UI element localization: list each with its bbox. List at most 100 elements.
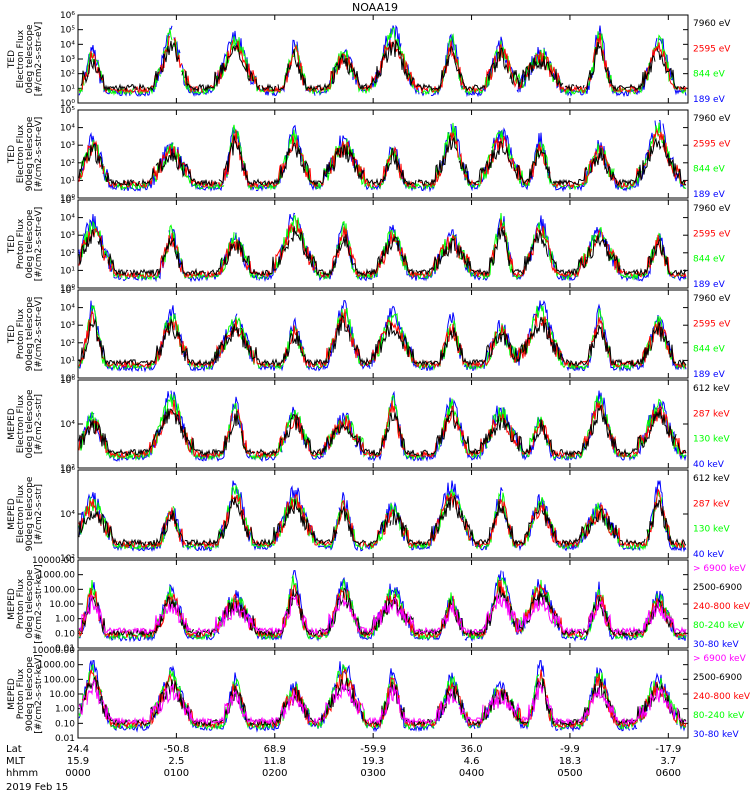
y-tick-label: 10⁵ — [60, 106, 75, 116]
y-axis-label: 90deg telescope — [25, 116, 35, 191]
legend-entry: 2500-6900 — [693, 583, 742, 593]
legend-entry: 189 eV — [693, 190, 726, 200]
y-tick-label: 10⁶ — [60, 11, 75, 21]
y-tick-label: 10.00 — [49, 600, 75, 610]
y-tick-label: 10¹ — [60, 176, 75, 186]
y-axis-label: [#/cm2-s-str] — [34, 484, 44, 544]
legend-entry: 189 eV — [693, 370, 726, 380]
y-axis-label: Proton Flux — [16, 668, 26, 719]
y-tick-label: 10⁵ — [60, 196, 75, 206]
y-axis-label: [#/cm2-s-str-eV] — [34, 207, 44, 282]
series-line — [78, 494, 687, 548]
series-line — [78, 135, 687, 187]
ephemeris-value: -59.9 — [360, 744, 386, 755]
legend-entry: 2595 eV — [693, 319, 731, 329]
legend-entry: 612 keV — [693, 474, 730, 484]
y-axis-label: [#/cm2-s-str-eV] — [34, 117, 44, 192]
ephemeris-value: -50.8 — [163, 744, 189, 755]
ephemeris-value: 0300 — [360, 768, 385, 779]
ephemeris-row-label: hhmm — [6, 768, 38, 779]
panel-2: 10⁰ 10¹ 10² 10³ 10⁴ 10⁵ TED Electron Flux 90deg … — [7, 106, 731, 204]
y-axis-label: 0deg telescope — [25, 24, 35, 94]
legend-entry: 130 keV — [693, 525, 730, 535]
series-line — [78, 226, 687, 278]
y-axis-label: TED — [7, 235, 17, 254]
y-tick-label: 10⁰ — [60, 194, 75, 204]
y-tick-label: 1000.00 — [38, 571, 75, 581]
y-axis-label: Electron Flux — [16, 124, 26, 183]
y-tick-label: 10³ — [60, 231, 75, 241]
legend-entry: 844 eV — [693, 165, 726, 175]
y-tick-label: 10³ — [60, 55, 75, 65]
y-tick-label: 1.00 — [55, 705, 75, 715]
y-tick-label: 10⁴ — [60, 510, 75, 520]
legend-entry: 844 eV — [693, 70, 726, 80]
y-axis-label: TED — [7, 325, 17, 344]
y-axis-label: MEPED — [7, 678, 17, 710]
y-axis-label: [#/cm2-s-str-eV] — [34, 22, 44, 97]
y-axis-label: Electron Flux — [16, 29, 26, 88]
y-tick-label: 10000.00 — [32, 556, 75, 566]
y-axis-label: TED — [7, 50, 17, 69]
y-tick-label: 10000.00 — [32, 646, 75, 656]
y-tick-label: 10⁰ — [60, 99, 75, 109]
legend-entry: 7960 eV — [693, 294, 731, 304]
y-tick-label: 100.00 — [44, 585, 76, 595]
legend-entry: 612 keV — [693, 384, 730, 394]
y-axis-label: 0deg telescope — [25, 389, 35, 459]
y-tick-label: 10² — [60, 339, 75, 349]
panel-5: 10² 10⁴ 10⁶ MEPED Electron Flux 0deg telescop… — [7, 376, 730, 474]
legend-entry: > 6900 keV — [693, 654, 747, 664]
panel-frame — [77, 289, 689, 379]
ephemeris-value: 18.3 — [559, 756, 581, 767]
ephemeris-value: 2.5 — [168, 756, 184, 767]
legend-entry: 7960 eV — [693, 114, 731, 124]
y-tick-label: 1000.00 — [38, 661, 75, 671]
ephemeris-value: 68.9 — [264, 744, 286, 755]
y-tick-label: 10² — [60, 159, 75, 169]
trace-group — [78, 390, 687, 463]
legend-entry: 240-800 keV — [693, 692, 750, 702]
y-tick-label: 10² — [60, 464, 75, 474]
y-tick-label: 10¹ — [60, 266, 75, 276]
y-axis-label: MEPED — [7, 408, 17, 440]
ephemeris-value: 4.6 — [464, 756, 480, 767]
series-line — [78, 127, 687, 189]
y-tick-label: 10.00 — [49, 690, 75, 700]
trace-group — [78, 24, 687, 98]
ephemeris-value: -9.9 — [560, 744, 580, 755]
y-tick-label: 10¹ — [60, 84, 75, 94]
ephemeris-row-label: Lat — [6, 744, 22, 755]
series-line — [78, 405, 687, 458]
ephemeris-value: 0600 — [656, 768, 681, 779]
y-axis-label: Proton Flux — [16, 218, 26, 269]
trace-group — [78, 480, 687, 553]
legend-entry: 2500-6900 — [693, 673, 742, 683]
legend-entry: 189 eV — [693, 95, 726, 105]
y-axis-label: MEPED — [7, 588, 17, 620]
y-axis-label: Electron Flux — [16, 484, 26, 543]
panel-8: 0.01 0.10 1.00 10.00 100.00 1000.00 10000.00 ME… — [7, 646, 750, 744]
y-tick-label: 10⁴ — [60, 420, 75, 430]
legend-entry: 2595 eV — [693, 229, 731, 239]
y-tick-label: 10³ — [60, 141, 75, 151]
y-axis-label: Electron Flux — [16, 394, 26, 453]
y-tick-label: 0.01 — [55, 644, 75, 654]
ephemeris-value: 0100 — [164, 768, 189, 779]
y-axis-label: 0deg telescope — [25, 209, 35, 279]
y-axis-label: [#/cm2-s-str-eV] — [34, 297, 44, 372]
y-tick-label: 10³ — [60, 321, 75, 331]
ephemeris-value: 3.7 — [660, 756, 676, 767]
ephemeris-value: -17.9 — [655, 744, 681, 755]
ephemeris-value: 36.0 — [460, 744, 482, 755]
y-axis-label: TED — [7, 145, 17, 164]
y-axis-label: Proton Flux — [16, 308, 26, 359]
y-axis-label: [#/cm2-s-str-keV] — [34, 654, 44, 733]
legend-entry: 7960 eV — [693, 19, 731, 29]
trace-group — [78, 300, 687, 373]
legend-entry: 287 keV — [693, 409, 730, 419]
y-axis-label: 90deg telescope — [25, 296, 35, 371]
y-tick-label: 10⁰ — [60, 374, 75, 384]
